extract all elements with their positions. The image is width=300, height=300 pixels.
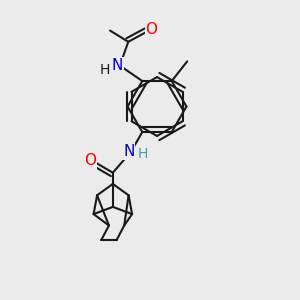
Text: N: N: [112, 58, 123, 73]
Text: H: H: [100, 63, 110, 77]
Text: N: N: [123, 144, 134, 159]
Text: O: O: [146, 22, 158, 37]
Text: H: H: [138, 148, 148, 161]
Text: O: O: [84, 153, 96, 168]
